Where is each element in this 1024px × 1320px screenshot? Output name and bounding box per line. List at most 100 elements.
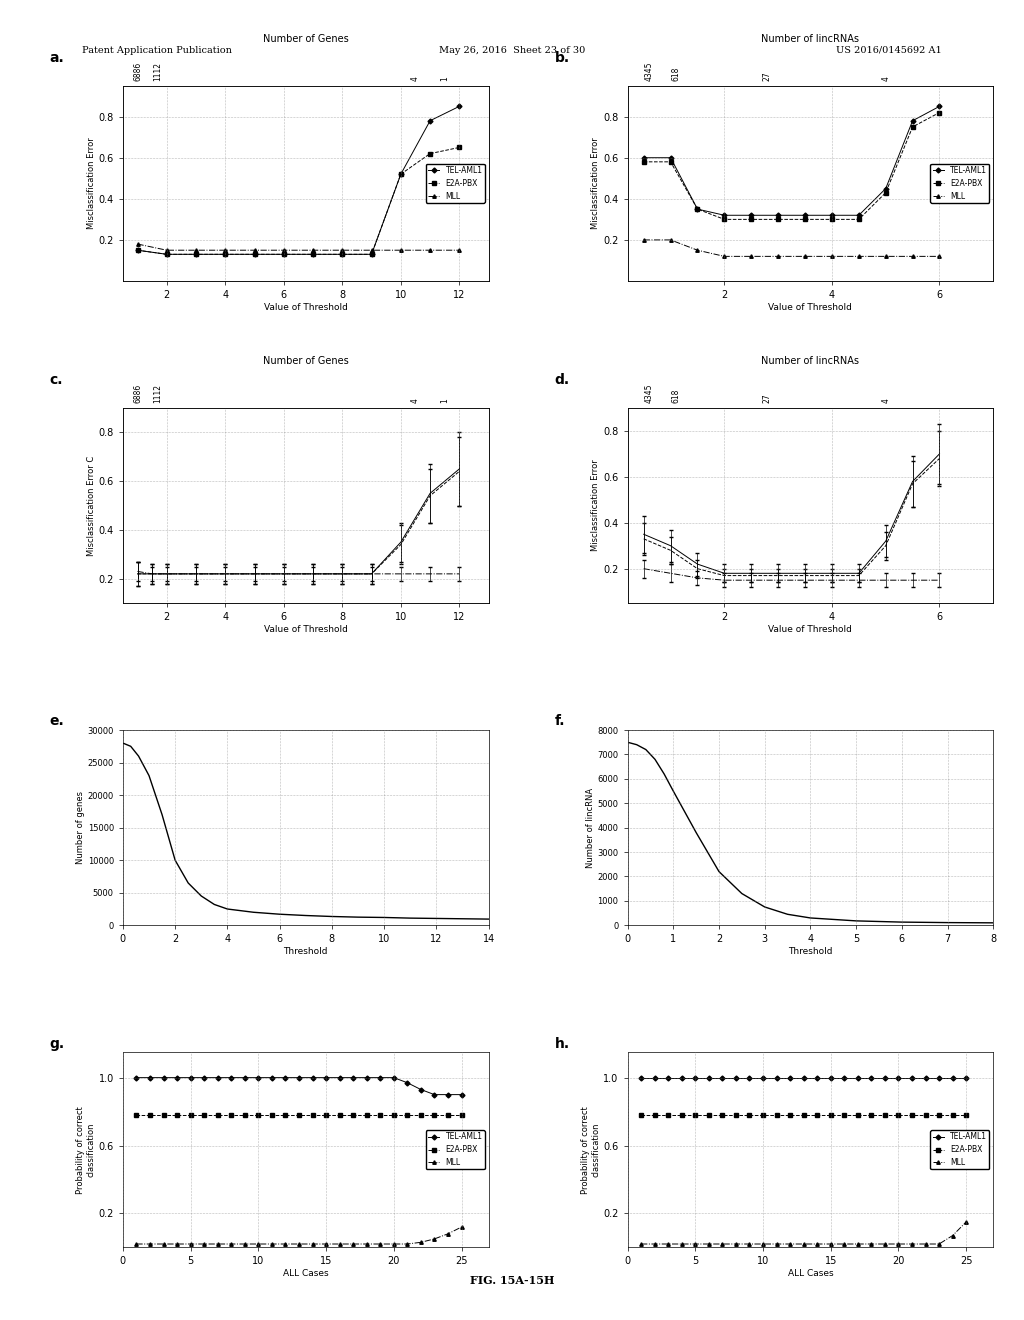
Title: Number of lincRNAs: Number of lincRNAs: [762, 356, 859, 366]
E2A-PBX: [772, 211, 784, 227]
TEL-AML1: [336, 247, 348, 263]
TEL-AML1: [131, 243, 143, 259]
E2A-PBX: [865, 1107, 878, 1123]
TEL-AML1: [293, 1069, 305, 1085]
MLL: [219, 243, 231, 259]
Title: Number of Genes: Number of Genes: [263, 356, 348, 367]
MLL: [171, 1236, 183, 1251]
E2A-PBX: [745, 211, 758, 227]
MLL: [663, 1236, 675, 1251]
MLL: [239, 1236, 251, 1251]
MLL: [424, 243, 436, 259]
E2A-PBX: [892, 1107, 904, 1123]
E2A-PBX: [252, 1107, 264, 1123]
E2A-PBX: [784, 1107, 797, 1123]
TEL-AML1: [689, 1069, 701, 1085]
E2A-PBX: [184, 1107, 197, 1123]
E2A-PBX: [811, 1107, 823, 1123]
TEL-AML1: [648, 1069, 660, 1085]
E2A-PBX: [158, 1107, 170, 1123]
E2A-PBX: [388, 1107, 400, 1123]
E2A-PBX: [770, 1107, 782, 1123]
TEL-AML1: [143, 1069, 156, 1085]
X-axis label: Threshold: Threshold: [284, 946, 328, 956]
E2A-PBX: [441, 1107, 454, 1123]
Text: d.: d.: [554, 372, 569, 387]
MLL: [441, 1226, 454, 1242]
Line: E2A-PBX: E2A-PBX: [135, 1113, 463, 1117]
E2A-PBX: [933, 104, 945, 120]
Y-axis label: Misclassification Error: Misclassification Error: [592, 459, 600, 552]
Text: e.: e.: [50, 714, 65, 729]
Y-axis label: Misclassification Error: Misclassification Error: [87, 137, 95, 230]
MLL: [772, 248, 784, 264]
TEL-AML1: [745, 207, 758, 223]
TEL-AML1: [454, 99, 466, 115]
Text: US 2016/0145692 A1: US 2016/0145692 A1: [837, 46, 942, 54]
MLL: [798, 1236, 810, 1251]
MLL: [278, 243, 290, 259]
TEL-AML1: [366, 247, 378, 263]
TEL-AML1: [198, 1069, 210, 1085]
MLL: [799, 248, 811, 264]
TEL-AML1: [319, 1069, 332, 1085]
E2A-PBX: [198, 1107, 210, 1123]
E2A-PBX: [189, 247, 202, 263]
TEL-AML1: [772, 207, 784, 223]
TEL-AML1: [702, 1069, 715, 1085]
TEL-AML1: [880, 181, 892, 197]
MLL: [906, 1236, 919, 1251]
MLL: [665, 232, 677, 248]
E2A-PBX: [638, 154, 650, 170]
MLL: [252, 1236, 264, 1251]
E2A-PBX: [946, 1107, 958, 1123]
TEL-AML1: [946, 1069, 958, 1085]
TEL-AML1: [249, 247, 261, 263]
MLL: [347, 1236, 359, 1251]
TEL-AML1: [638, 149, 650, 165]
E2A-PBX: [374, 1107, 386, 1123]
E2A-PBX: [676, 1107, 688, 1123]
TEL-AML1: [239, 1069, 251, 1085]
TEL-AML1: [441, 1086, 454, 1102]
MLL: [130, 1236, 142, 1251]
Line: E2A-PBX: E2A-PBX: [136, 145, 461, 256]
E2A-PBX: [454, 140, 466, 156]
TEL-AML1: [219, 247, 231, 263]
MLL: [454, 243, 466, 259]
TEL-AML1: [906, 1069, 919, 1085]
TEL-AML1: [306, 1069, 318, 1085]
TEL-AML1: [933, 1069, 945, 1085]
TEL-AML1: [171, 1069, 183, 1085]
MLL: [745, 248, 758, 264]
E2A-PBX: [757, 1107, 769, 1123]
TEL-AML1: [278, 247, 290, 263]
MLL: [933, 1236, 945, 1251]
MLL: [198, 1236, 210, 1251]
TEL-AML1: [798, 1069, 810, 1085]
MLL: [879, 1236, 891, 1251]
MLL: [906, 248, 919, 264]
MLL: [212, 1236, 224, 1251]
Title: Number of Genes: Number of Genes: [263, 34, 348, 45]
E2A-PBX: [428, 1107, 440, 1123]
TEL-AML1: [933, 99, 945, 115]
E2A-PBX: [648, 1107, 660, 1123]
E2A-PBX: [853, 211, 865, 227]
TEL-AML1: [334, 1069, 346, 1085]
E2A-PBX: [824, 1107, 837, 1123]
Line: TEL-AML1: TEL-AML1: [136, 104, 461, 256]
TEL-AML1: [252, 1069, 264, 1085]
MLL: [158, 1236, 170, 1251]
E2A-PBX: [293, 1107, 305, 1123]
Y-axis label: Probability of correct
classification: Probability of correct classification: [581, 1106, 600, 1193]
E2A-PBX: [635, 1107, 647, 1123]
Line: TEL-AML1: TEL-AML1: [642, 104, 941, 216]
E2A-PBX: [798, 1107, 810, 1123]
E2A-PBX: [239, 1107, 251, 1123]
MLL: [366, 243, 378, 259]
X-axis label: Value of Threshold: Value of Threshold: [768, 624, 852, 634]
MLL: [415, 1234, 427, 1250]
Legend: TEL-AML1, E2A-PBX, MLL: TEL-AML1, E2A-PBX, MLL: [426, 164, 484, 203]
Text: FIG. 15A-15H: FIG. 15A-15H: [470, 1275, 554, 1286]
